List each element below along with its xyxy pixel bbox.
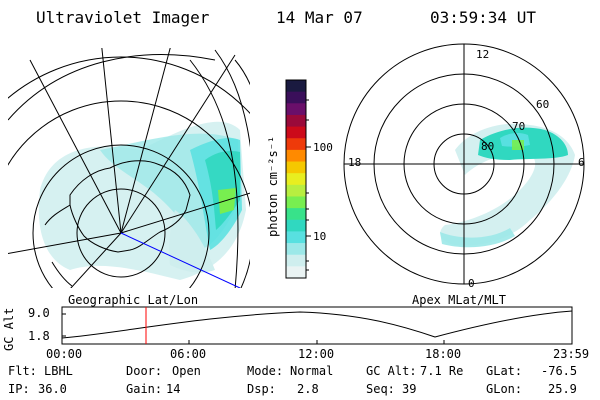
filter-label: Flt: <box>8 364 37 378</box>
time-label: 03:59:34 UT <box>430 8 536 27</box>
orbit-altitude-curve <box>61 310 573 339</box>
dsp-value: 2.8 <box>297 382 319 396</box>
colorbar-band <box>286 208 306 221</box>
instrument-title: Ultraviolet Imager <box>36 8 210 27</box>
mlt-label-6: 6 <box>578 156 585 169</box>
mlt-label-12: 12 <box>476 48 490 61</box>
seq-value: 39 <box>402 382 417 396</box>
mlat-label-70: 70 <box>512 120 526 133</box>
timeline-y-axis-label: GC Alt <box>2 307 16 351</box>
gc-altitude-timeline <box>61 306 573 345</box>
door-label: Door: <box>126 364 163 378</box>
colorbar-band <box>286 161 306 174</box>
aurora-emission-left <box>38 121 246 280</box>
colorbar-band <box>286 231 306 244</box>
seq-label: Seq: <box>366 382 395 396</box>
apex-panel-label: Apex MLat/MLT <box>412 293 506 307</box>
colorbar-band <box>286 196 306 209</box>
colorbar-band <box>286 219 306 233</box>
timeline-xtick-0000: 00:00 <box>46 347 83 361</box>
geographic-panel-label: Geographic Lat/Lon <box>68 293 199 307</box>
gc-alt-label: GC Alt: <box>366 364 417 378</box>
colorbar-band <box>286 149 306 163</box>
globe-limb <box>8 54 216 121</box>
date-label: 14 Mar 07 <box>276 8 363 27</box>
colorbar-band <box>286 91 306 104</box>
mlat-label-60: 60 <box>536 98 550 111</box>
colorbar-band <box>286 138 306 151</box>
colorbar-band <box>286 266 306 279</box>
mlt-label-18: 18 <box>348 156 362 169</box>
ip-label: IP: <box>8 382 30 396</box>
ip-value: 36.0 <box>38 382 67 396</box>
latitude-circles <box>8 56 250 288</box>
colorbar-band <box>286 184 306 198</box>
colorbar-band <box>286 254 306 267</box>
mlat-label-80: 80 <box>481 140 495 153</box>
colorbar-band <box>286 126 306 139</box>
colorbar-band <box>286 243 306 256</box>
color-bar <box>286 80 306 279</box>
timeline-ytick-9: 9.0 <box>28 306 50 320</box>
gain-label: Gain: <box>126 382 163 396</box>
colorbar-unit-label: photon cm⁻²s⁻¹ <box>266 135 280 237</box>
colorbar-tick-100: 100 <box>313 141 333 154</box>
timeline-xtick-1800: 18:00 <box>425 347 462 361</box>
glon-value: 25.9 <box>548 382 577 396</box>
filter-value: LBHL <box>44 364 73 378</box>
colorbar-band <box>286 80 306 93</box>
timeline-xtick-1200: 12:00 <box>298 347 335 361</box>
glon-label: GLon: <box>486 382 523 396</box>
mode-value: Normal <box>290 364 334 378</box>
satellite-track-line <box>120 232 241 288</box>
mode-label: Mode: <box>247 364 284 378</box>
meridian-arcs <box>189 49 250 288</box>
timeline-xtick-2359: 23:59 <box>553 347 590 361</box>
antarctica-coastline <box>69 160 191 253</box>
longitude-lines <box>8 48 250 288</box>
timeline-xtick-0600: 06:00 <box>170 347 207 361</box>
gain-value: 14 <box>166 382 181 396</box>
colorbar-band <box>286 103 306 116</box>
dsp-label: Dsp: <box>247 382 276 396</box>
door-value: Open <box>172 364 201 378</box>
colorbar-tick-10: 10 <box>313 230 327 243</box>
magnetic-polar-plot <box>343 43 585 285</box>
aurora-emission-right <box>440 123 575 248</box>
colorbar-band <box>286 173 306 186</box>
mlt-label-0: 0 <box>468 277 475 290</box>
timeline-ytick-1-8: 1.8 <box>28 329 50 343</box>
colorbar-band <box>286 114 306 128</box>
glat-label: GLat: <box>486 364 523 378</box>
glat-value: -76.5 <box>541 364 578 378</box>
gc-alt-value: 7.1 Re <box>420 364 464 378</box>
